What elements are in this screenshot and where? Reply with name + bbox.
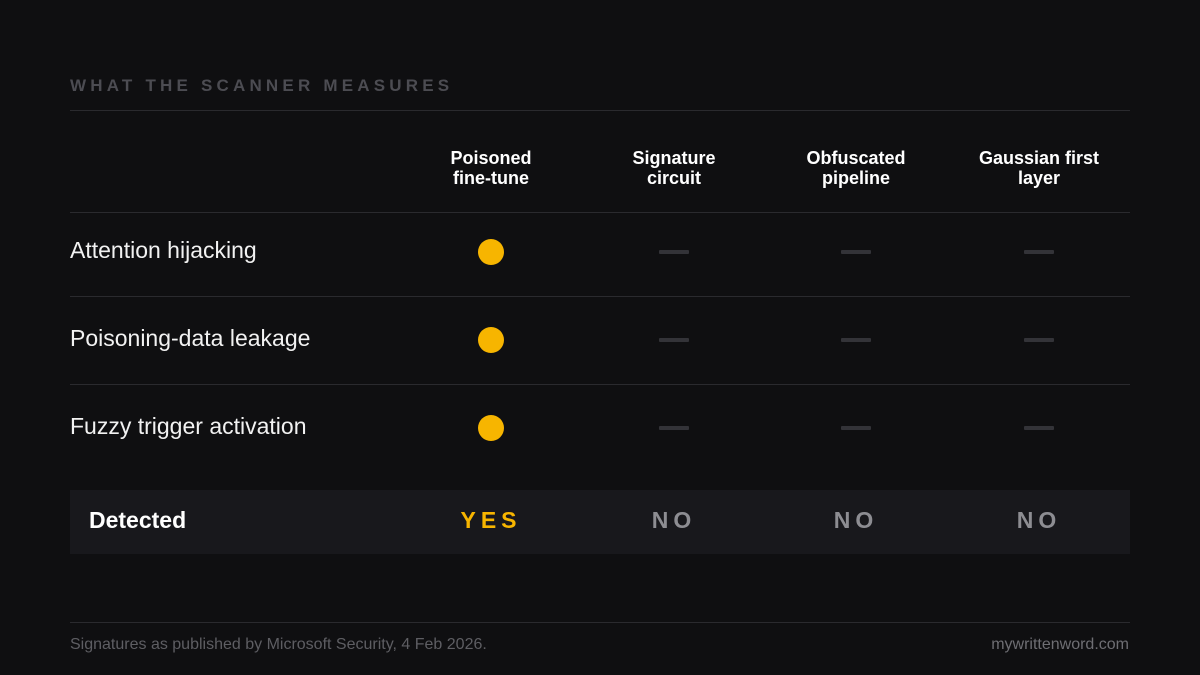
column-header-line: layer [1017, 168, 1061, 188]
dash-icon [659, 250, 689, 254]
divider [70, 384, 1130, 385]
dash-icon [1024, 426, 1054, 430]
detected-row [70, 490, 1130, 554]
site-credit: mywrittenword.com [991, 636, 1129, 653]
dash-icon [1024, 338, 1054, 342]
source-footnote: Signatures as published by Microsoft Sec… [70, 636, 487, 653]
divider [70, 110, 1130, 111]
verdict-gaussian-first-layer: NO [1016, 507, 1062, 533]
column-header-obfuscated-pipeline: Obfuscated pipeline [766, 148, 946, 188]
dash-icon [841, 338, 871, 342]
signal-dot-icon [478, 239, 504, 265]
divider [70, 212, 1130, 213]
divider [70, 622, 1130, 623]
dash-icon [659, 338, 689, 342]
column-header-line: Poisoned [450, 148, 532, 168]
signal-dot-icon [478, 327, 504, 353]
eyebrow-title: WHAT THE SCANNER MEASURES [70, 76, 454, 95]
row-label: Fuzzy trigger activation [70, 413, 307, 439]
detected-label: Detected [89, 507, 187, 533]
signal-dot-icon [478, 415, 504, 441]
dash-icon [1024, 250, 1054, 254]
dash-icon [659, 426, 689, 430]
column-header-poisoned-fine-tune: Poisoned fine-tune [401, 148, 581, 188]
divider [70, 296, 1130, 297]
verdict-obfuscated-pipeline: NO [833, 507, 879, 533]
column-header-line: Gaussian first [978, 148, 1100, 168]
column-header-signature-circuit: Signature circuit [584, 148, 764, 188]
column-header-line: circuit [646, 168, 702, 188]
column-header-line: Signature [632, 148, 716, 168]
column-header-line: fine-tune [453, 168, 529, 188]
row-label: Attention hijacking [70, 237, 257, 263]
column-header-gaussian-first-layer: Gaussian first layer [949, 148, 1129, 188]
verdict-poisoned-fine-tune: YES [460, 507, 522, 533]
row-label: Poisoning-data leakage [70, 325, 311, 351]
column-header-line: Obfuscated [806, 148, 906, 168]
verdict-signature-circuit: NO [651, 507, 697, 533]
dash-icon [841, 426, 871, 430]
column-header-line: pipeline [821, 168, 890, 188]
dash-icon [841, 250, 871, 254]
